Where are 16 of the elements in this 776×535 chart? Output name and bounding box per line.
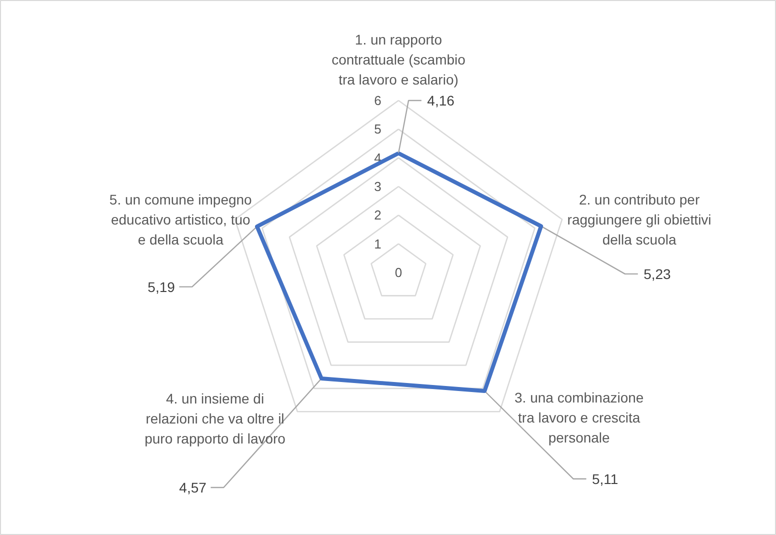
y-tick-label: 6 xyxy=(374,93,382,108)
spoke-label: 1. un rapporto contrattuale (scambio tra lavoro e salario) xyxy=(332,32,466,88)
y-tick-label: 2 xyxy=(374,208,382,223)
data-label: 4,57 xyxy=(179,480,207,496)
y-tick-label: 0 xyxy=(394,265,402,280)
data-label: 5,11 xyxy=(592,470,618,487)
data-label: 5,23 xyxy=(644,266,672,282)
spoke-label: 2. un contributo per raggiungere gli obiettivi della scuola xyxy=(567,191,712,248)
data-label: 4,16 xyxy=(427,92,455,108)
y-tick-label: 5 xyxy=(374,122,382,137)
spoke-label: 5. un comune impegno educativo artistico, tuo e della scuola xyxy=(109,191,252,248)
y-tick-label: 3 xyxy=(374,179,382,194)
spoke-label: 3. una combinazione tra lavoro e crescita personale xyxy=(514,389,644,446)
data-label: 5,19 xyxy=(148,278,176,295)
spoke-label: 4. un insieme di relazioni che va oltre il puro rapporto di lavoro xyxy=(144,390,286,447)
y-tick-label: 1 xyxy=(374,236,382,252)
